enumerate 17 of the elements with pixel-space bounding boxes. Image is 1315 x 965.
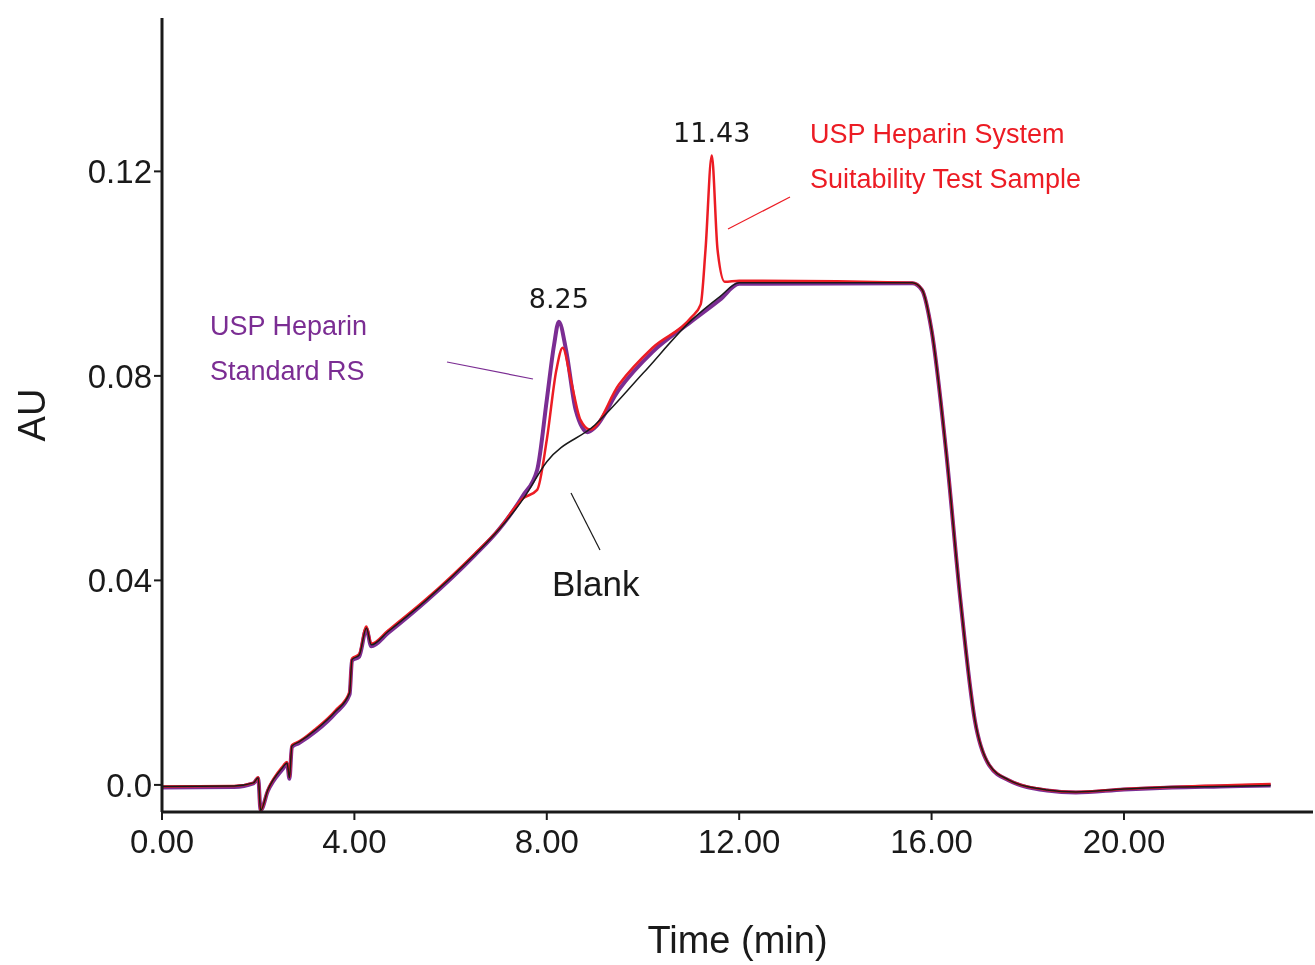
x-tick-label: 0.00 — [129, 823, 195, 861]
x-tick-label: 16.00 — [890, 823, 973, 861]
text: USP Heparin System Suitability Test Sample — [810, 118, 1083, 196]
y-tick-label: 0.04 — [87, 562, 152, 600]
annotation: 8.25 — [528, 282, 589, 314]
y-axis-title: AU — [11, 388, 53, 442]
x-tick-label: 20.00 — [1082, 823, 1166, 861]
y-tick-label: 0.08 — [87, 357, 152, 395]
x-axis-title: Time (min) — [647, 919, 828, 961]
x-tick-label: 8.00 — [514, 823, 579, 861]
legend-label: Blank — [552, 563, 641, 605]
x-tick-label: 12.00 — [697, 823, 781, 861]
y-tick-label: 0.12 — [87, 153, 152, 191]
annotation: 11.43 — [673, 116, 751, 148]
y-tick-label: 0.0 — [106, 766, 152, 804]
text: USP Heparin Standard RS — [210, 310, 369, 388]
x-tick-label: 4.00 — [322, 823, 387, 861]
